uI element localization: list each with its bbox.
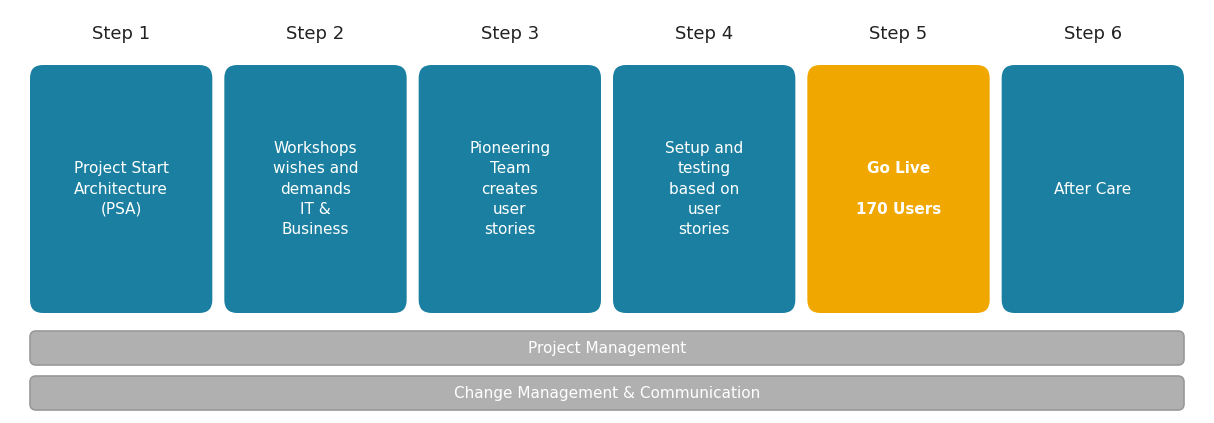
FancyBboxPatch shape bbox=[30, 376, 1184, 410]
Text: Setup and
testing
based on
user
stories: Setup and testing based on user stories bbox=[665, 141, 743, 237]
FancyBboxPatch shape bbox=[30, 331, 1184, 365]
Text: Step 1: Step 1 bbox=[92, 25, 151, 43]
Text: Change Management & Communication: Change Management & Communication bbox=[454, 385, 760, 401]
Text: Project Start
Architecture
(PSA): Project Start Architecture (PSA) bbox=[74, 161, 169, 217]
Text: Step 4: Step 4 bbox=[675, 25, 733, 43]
FancyBboxPatch shape bbox=[807, 65, 989, 313]
Text: Step 3: Step 3 bbox=[481, 25, 539, 43]
FancyBboxPatch shape bbox=[419, 65, 601, 313]
FancyBboxPatch shape bbox=[1002, 65, 1184, 313]
Text: Go Live

170 Users: Go Live 170 Users bbox=[856, 161, 941, 217]
Text: Step 5: Step 5 bbox=[869, 25, 927, 43]
FancyBboxPatch shape bbox=[30, 65, 212, 313]
FancyBboxPatch shape bbox=[225, 65, 407, 313]
Text: Step 6: Step 6 bbox=[1063, 25, 1122, 43]
FancyBboxPatch shape bbox=[613, 65, 795, 313]
Text: Step 2: Step 2 bbox=[287, 25, 345, 43]
Text: After Care: After Care bbox=[1054, 181, 1131, 197]
Text: Project Management: Project Management bbox=[528, 341, 686, 355]
Text: Pioneering
Team
creates
user
stories: Pioneering Team creates user stories bbox=[470, 141, 550, 237]
Text: Workshops
wishes and
demands
IT &
Business: Workshops wishes and demands IT & Busine… bbox=[273, 141, 358, 237]
